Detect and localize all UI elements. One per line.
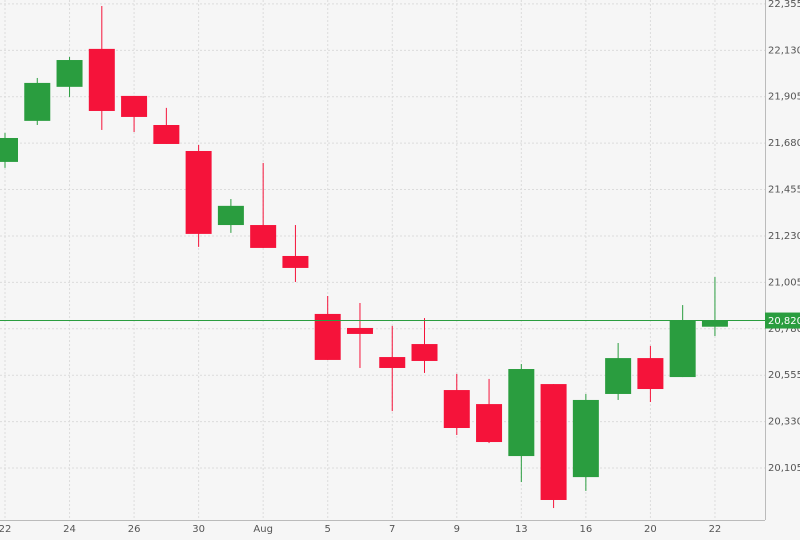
candle-body [411, 344, 438, 361]
y-tick-label: 20,330 [768, 417, 800, 428]
x-tick-label: 13 [515, 524, 528, 535]
x-tick-label: 24 [63, 524, 76, 535]
x-tick-label: 20 [644, 524, 657, 535]
y-tick-label: 21,680 [768, 138, 800, 149]
candle-body [637, 358, 664, 390]
candle-body [346, 327, 373, 334]
candle-body [250, 225, 277, 248]
candle-body [88, 48, 115, 111]
candle-body [508, 369, 535, 457]
candle-body [476, 404, 503, 443]
x-tick-label: Aug [253, 524, 273, 535]
x-tick-label: 5 [325, 524, 331, 535]
x-tick-label: 9 [454, 524, 460, 535]
candle-body [572, 399, 599, 478]
y-tick-label: 20,780 [768, 324, 800, 335]
x-tick-label: 30 [192, 524, 205, 535]
candle-body [669, 320, 696, 378]
y-tick-label: 21,005 [768, 277, 800, 288]
candle-body [701, 320, 728, 327]
candle-body [540, 384, 567, 500]
last-price-label: 20,820 [768, 316, 800, 327]
candle-body [217, 205, 244, 226]
candle-body [153, 124, 180, 144]
y-tick-label: 20,555 [768, 370, 800, 381]
candle-body [605, 358, 632, 394]
candle-body [443, 390, 470, 429]
candle-body [314, 313, 341, 360]
x-tick-label: 22 [0, 524, 11, 535]
candle-body [379, 357, 406, 368]
x-tick-label: 22 [709, 524, 722, 535]
y-tick-label: 21,455 [768, 185, 800, 196]
candle-body [0, 137, 18, 162]
x-tick-label: 16 [579, 524, 592, 535]
x-tick-label: 7 [389, 524, 395, 535]
last-price-tag [765, 312, 800, 329]
y-tick-label: 21,230 [768, 231, 800, 242]
y-tick-label: 22,130 [768, 45, 800, 56]
x-tick-label: 26 [128, 524, 141, 535]
candle-body [121, 95, 148, 117]
y-tick-label: 21,905 [768, 92, 800, 103]
candle-body [24, 82, 51, 121]
candle-body [282, 255, 309, 268]
candle-body [185, 150, 212, 234]
y-tick-label: 20,105 [768, 463, 800, 474]
y-tick-label: 22,355 [768, 0, 800, 10]
candle-body [56, 60, 83, 87]
